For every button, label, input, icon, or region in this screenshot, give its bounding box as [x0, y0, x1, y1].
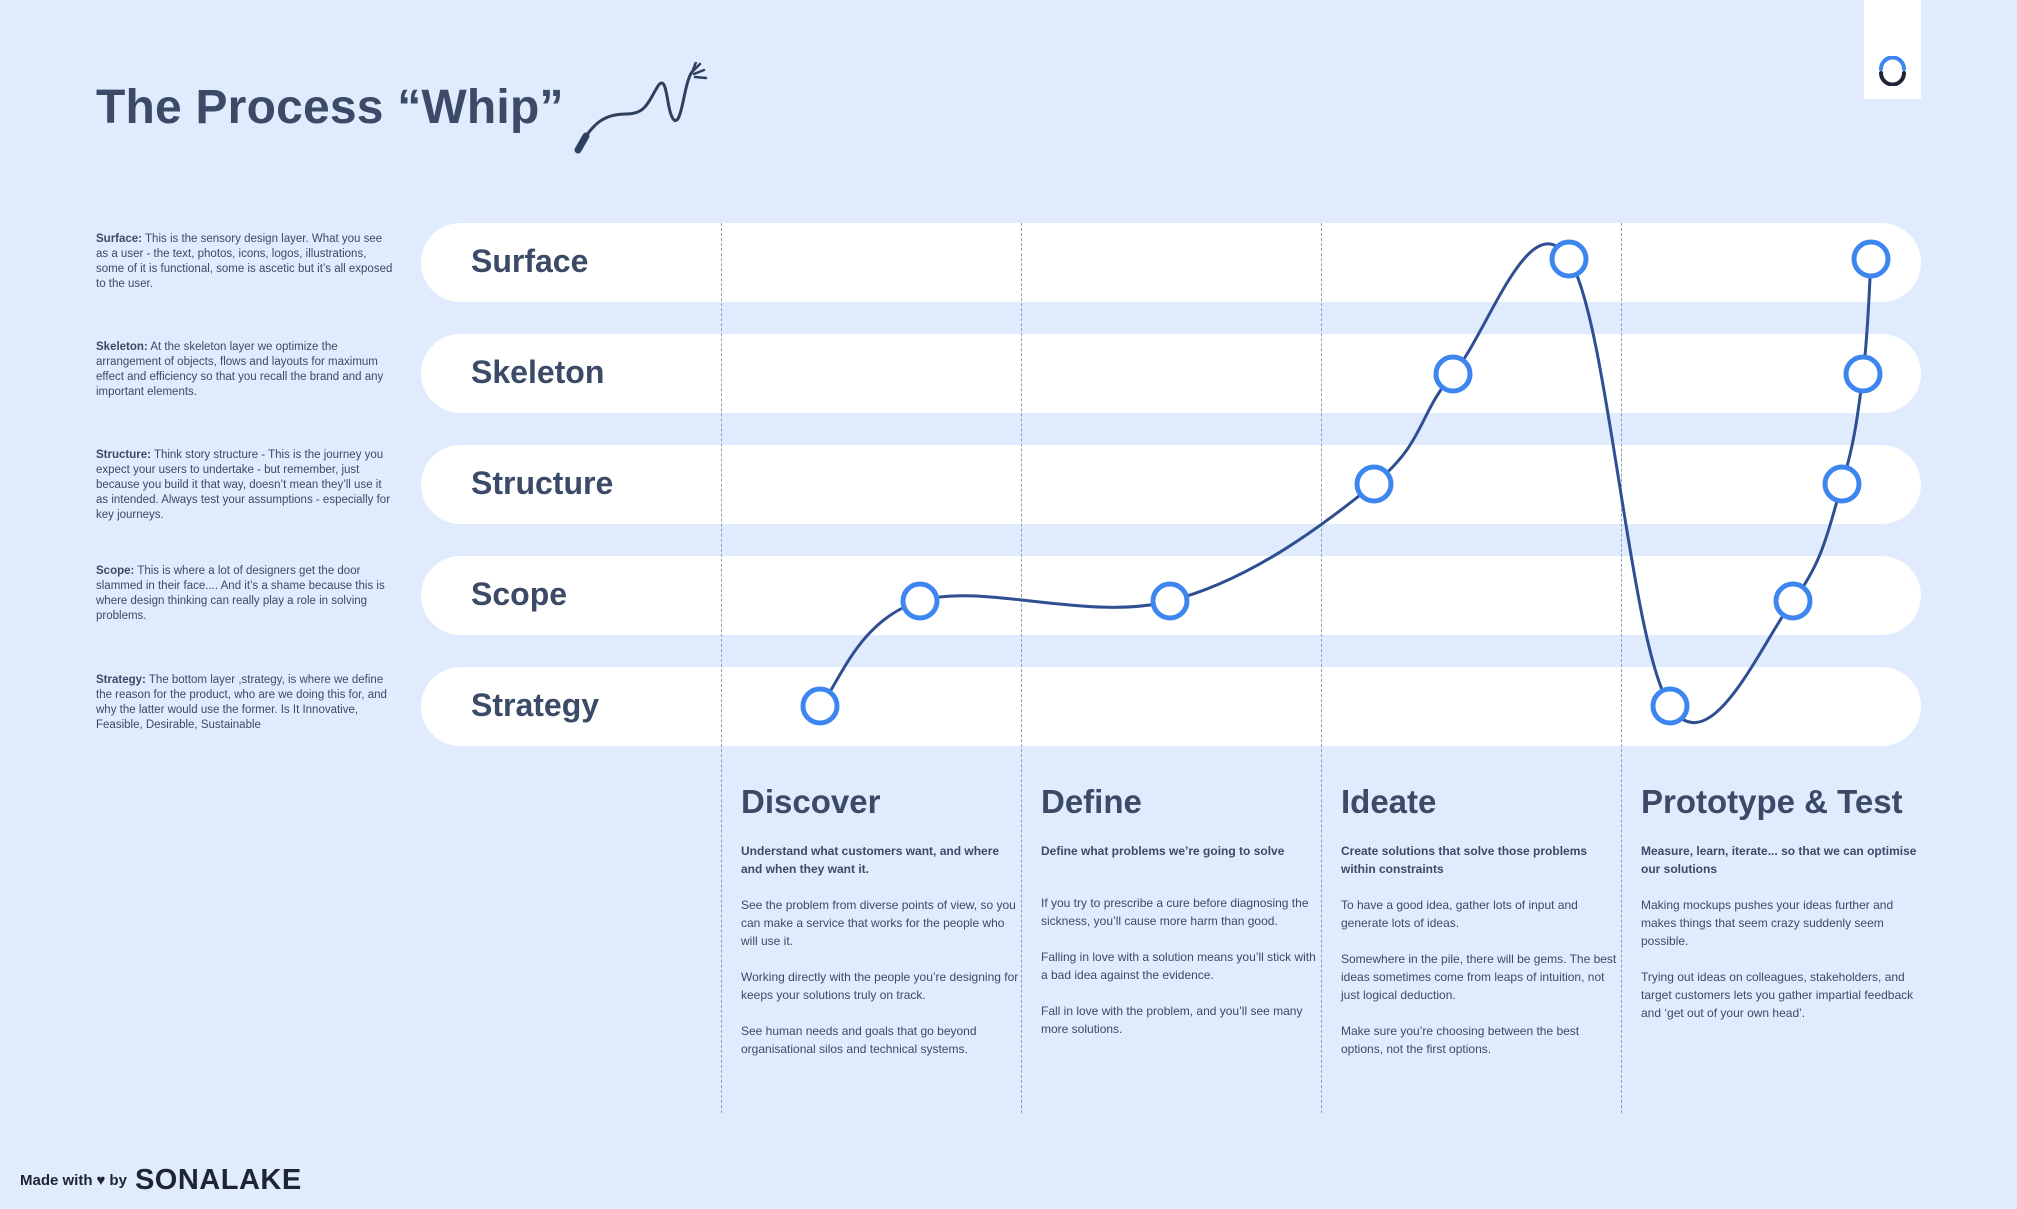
whip-line [818, 242, 1873, 725]
whip-point [1354, 464, 1394, 504]
whip-point [1650, 686, 1690, 726]
heart-icon: ♥ [96, 1172, 106, 1189]
phase-divider [721, 223, 722, 1113]
whip-point [1843, 354, 1883, 394]
phase-title: Define [1041, 783, 1142, 820]
phase-title: Discover [741, 783, 881, 820]
phase-paragraph: Working directly with the people you’re … [741, 970, 1019, 1002]
layer-label: Strategy [471, 687, 600, 723]
made-with-label: Made with [20, 1172, 93, 1189]
phase-prototype-test: Prototype & Test Measure, learn, iterate… [1641, 783, 1921, 1040]
phase-divider [1321, 223, 1322, 1113]
note-text: Think story structure - This is the jour… [96, 449, 391, 521]
phase-paragraph: Fall in love with the problem, and you’l… [1041, 1004, 1303, 1036]
phase-lead: Define what problems we’re going to solv… [1041, 844, 1285, 858]
phase-title: Prototype & Test [1641, 783, 1903, 820]
by-label: by [109, 1172, 127, 1189]
phase-divider [1021, 223, 1022, 1113]
phase-paragraph: To have a good idea, gather lots of inpu… [1341, 898, 1578, 930]
whip-point [1822, 464, 1862, 504]
phase-paragraph: Making mockups pushes your ideas further… [1641, 898, 1894, 948]
whip-point [1150, 581, 1190, 621]
layer-band-skeleton: Skeleton [421, 334, 1921, 413]
phase-ideate: Ideate Create solutions that solve those… [1341, 783, 1621, 1076]
footer-credit: Made with ♥ by SONALAKE [20, 1164, 302, 1197]
phase-lead: Understand what customers want, and wher… [741, 844, 1000, 876]
sonalake-logo: SONALAKE [134, 1164, 302, 1196]
phase-paragraph: Trying out ideas on colleagues, stakehol… [1641, 970, 1914, 1020]
note-term: Surface: [96, 233, 143, 245]
whip-markers [800, 239, 1891, 726]
phase-discover: Discover Understand what customers want,… [741, 783, 1021, 1076]
whip-icon [574, 62, 708, 154]
phase-paragraph: See the problem from diverse points of v… [741, 898, 1016, 948]
note-term: Scope: [96, 565, 135, 577]
note-skeleton: Skeleton: At the skeleton layer we optim… [96, 340, 396, 400]
phase-paragraph: See human needs and goals that go beyond… [741, 1024, 977, 1056]
whip-point [900, 581, 940, 621]
note-term: Strategy: [96, 674, 146, 686]
note-structure: Structure: Think story structure - This … [96, 448, 396, 523]
layer-label: Scope [471, 576, 568, 612]
whip-point [1851, 239, 1891, 279]
note-text: The bottom layer ,strategy, is where we … [96, 674, 387, 731]
page-title: The Process “Whip” [96, 81, 564, 134]
phase-paragraph: Falling in love with a solution means yo… [1041, 950, 1316, 982]
note-strategy: Strategy: The bottom layer ,strategy, is… [96, 673, 396, 733]
phase-define: Define Define what problems we’re going … [1041, 783, 1321, 1056]
phase-paragraph: If you try to prescribe a cure before di… [1041, 896, 1309, 928]
layer-label: Surface [471, 243, 589, 279]
note-scope: Scope: This is where a lot of designers … [96, 564, 396, 624]
phase-lead: Create solutions that solve those proble… [1341, 844, 1588, 876]
note-text: This is the sensory design layer. What y… [96, 233, 393, 290]
note-text: This is where a lot of designers get the… [96, 565, 385, 622]
whip-point [800, 686, 840, 726]
layer-band-structure: Structure [421, 445, 1921, 524]
phase-paragraph: Somewhere in the pile, there will be gem… [1341, 952, 1617, 1002]
layer-band-surface: Surface [421, 223, 1921, 302]
phase-divider [1621, 223, 1622, 1113]
whip-point [1433, 354, 1473, 394]
phase-lead: Measure, learn, iterate... so that we ca… [1641, 844, 1917, 876]
phase-paragraph: Make sure you’re choosing between the be… [1341, 1024, 1580, 1056]
brand-tab [1864, 0, 1921, 99]
note-surface: Surface: This is the sensory design laye… [96, 232, 396, 292]
note-term: Skeleton: [96, 341, 148, 353]
note-text: At the skeleton layer we optimize the ar… [96, 341, 384, 398]
whip-point [1549, 239, 1589, 279]
logo-mark-icon [1879, 56, 1906, 86]
note-term: Structure: [96, 449, 151, 461]
whip-point [1773, 581, 1813, 621]
layer-label: Skeleton [471, 354, 605, 390]
phase-title: Ideate [1341, 783, 1437, 820]
layer-label: Structure [471, 465, 614, 501]
